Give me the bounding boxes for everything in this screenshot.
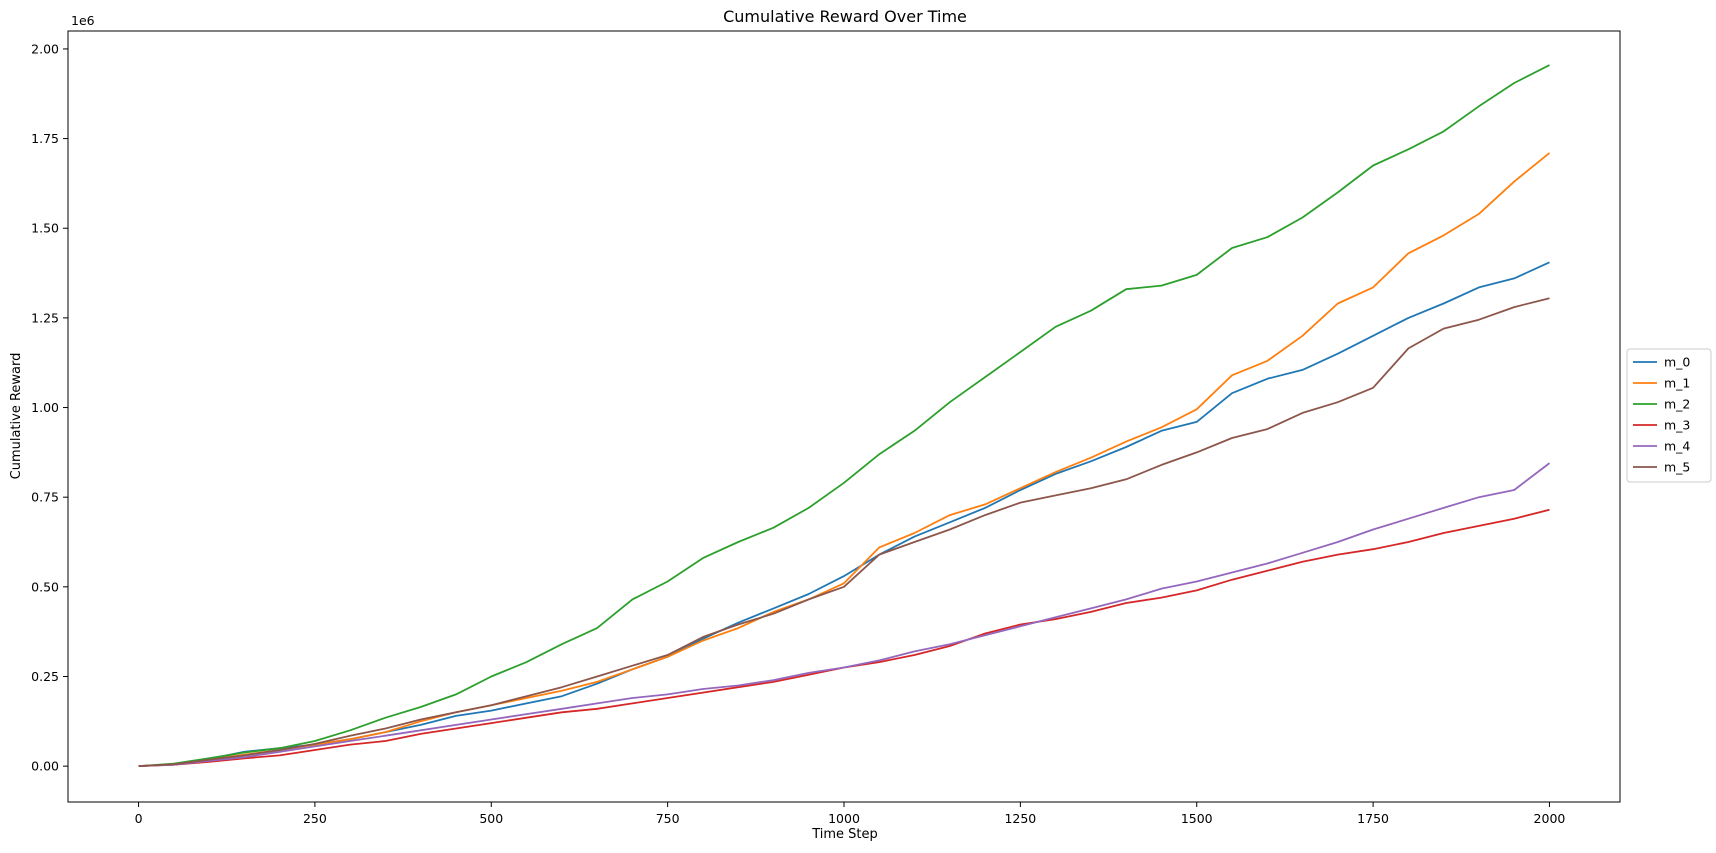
x-tick-label: 1500 — [1181, 811, 1213, 826]
x-axis: 0 250 500 750 1000 1250 1500 1750 2000 — [135, 802, 1566, 826]
y-tick-label: 1.25 — [31, 310, 59, 325]
x-axis-label: Time Step — [811, 827, 878, 842]
series-line-m-3 — [138, 508, 1550, 767]
x-tick-label: 1250 — [1004, 811, 1036, 826]
x-tick-label: 0 — [135, 811, 143, 826]
series-line-m-2 — [138, 64, 1550, 767]
plot-frame — [67, 30, 1621, 803]
y-tick-label: 2.00 — [31, 41, 59, 56]
legend: m_0 m_1 m_2 m_3 m_4 m_5 — [1626, 348, 1712, 483]
series-line-m-1 — [138, 152, 1551, 767]
y-offset-label: 1e6 — [71, 13, 95, 28]
x-tick-label: 1000 — [828, 811, 860, 826]
chart-title: Cumulative Reward Over Time — [723, 7, 967, 26]
y-tick-label: 0.50 — [31, 579, 59, 594]
y-tick-label: 1.50 — [31, 221, 59, 236]
legend-label-m-0: m_0 — [1664, 355, 1690, 370]
y-axis-label: Cumulative Reward — [9, 353, 24, 480]
series-line-m-4 — [138, 462, 1551, 767]
y-axis: 0.00 0.25 0.50 0.75 1.00 1.25 1.50 1.75 2.00 — [31, 41, 68, 774]
legend-label-m-3: m_3 — [1664, 418, 1690, 433]
y-tick-label: 0.75 — [31, 490, 59, 505]
legend-label-m-5: m_5 — [1664, 460, 1690, 475]
y-tick-label: 0.00 — [31, 759, 59, 774]
x-tick-label: 2000 — [1534, 811, 1566, 826]
legend-label-m-2: m_2 — [1664, 397, 1690, 412]
series-line-m-5 — [138, 297, 1550, 767]
legend-label-m-1: m_1 — [1664, 376, 1690, 391]
x-tick-label: 1750 — [1357, 811, 1389, 826]
plot-series — [138, 64, 1551, 767]
x-tick-label: 500 — [479, 811, 503, 826]
x-tick-label: 750 — [656, 811, 680, 826]
legend-label-m-4: m_4 — [1664, 439, 1690, 454]
y-tick-label: 0.25 — [31, 669, 59, 684]
series-line-m-0 — [138, 261, 1550, 767]
y-tick-label: 1.00 — [31, 400, 59, 415]
y-tick-label: 1.75 — [31, 131, 59, 146]
x-tick-label: 250 — [303, 811, 327, 826]
